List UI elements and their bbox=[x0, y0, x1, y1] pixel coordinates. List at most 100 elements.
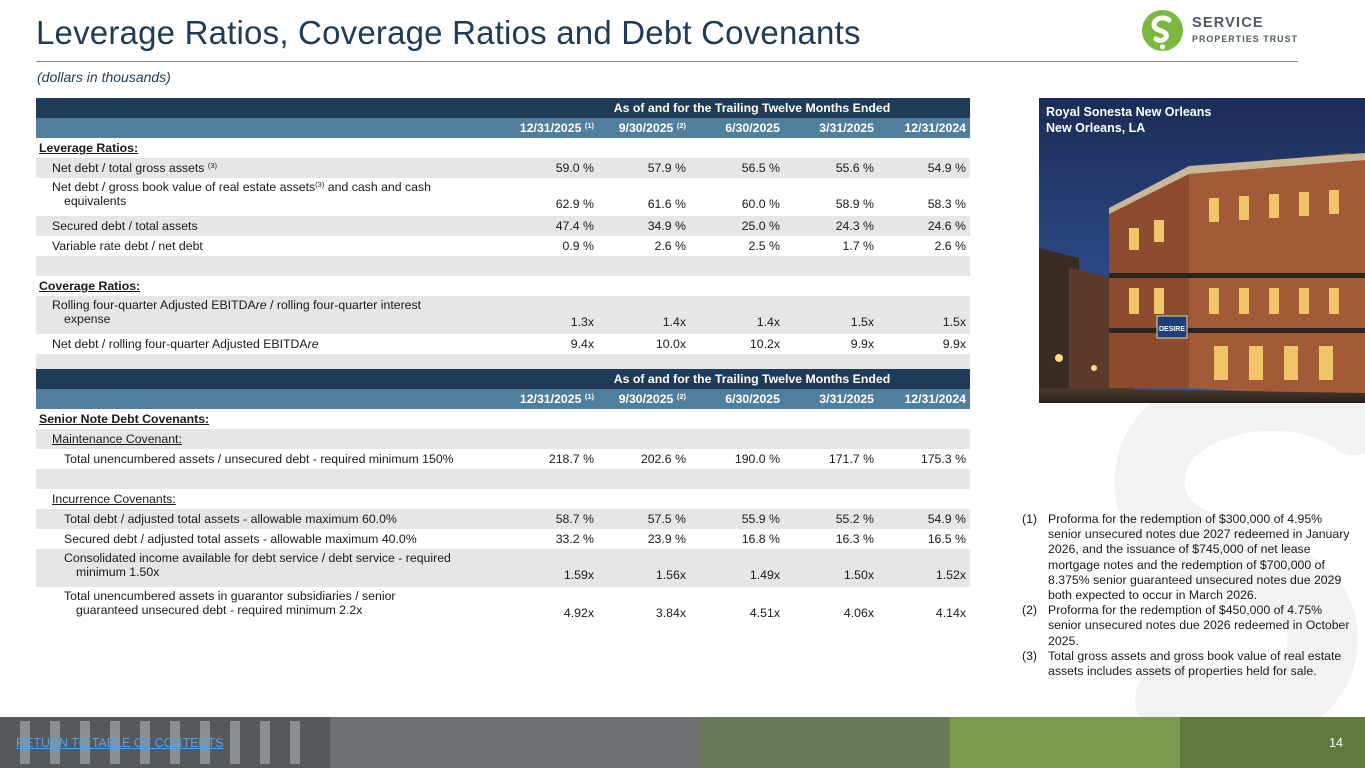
leverage-coverage-table: As of and for the Trailing Twelve Months… bbox=[36, 98, 970, 374]
table-cell: 2.6 % bbox=[654, 239, 686, 253]
footnote: (1) Proforma for the redemption of $300,… bbox=[1022, 512, 1350, 603]
page-number: 14 bbox=[1329, 736, 1343, 750]
footnotes: (1) Proforma for the redemption of $300,… bbox=[1022, 512, 1352, 679]
table1-span-header: As of and for the Trailing Twelve Months… bbox=[36, 98, 970, 118]
title-divider bbox=[36, 61, 1298, 62]
table-cell: 54.9 % bbox=[927, 512, 966, 526]
table-cell: 4.06x bbox=[843, 606, 874, 620]
column-header: 12/31/2024 bbox=[904, 392, 966, 406]
section-heading: Senior Note Debt Covenants: bbox=[39, 412, 210, 426]
hotel-photo: DESIRE Royal Sonesta New Orleans New Orl… bbox=[1039, 98, 1365, 403]
row-label: Net debt / rolling four-quarter Adjusted… bbox=[52, 337, 319, 351]
row-label: Secured debt / total assets bbox=[52, 219, 198, 233]
table-row: Net debt / gross book value of real esta… bbox=[36, 178, 970, 216]
table-cell: 16.8 % bbox=[741, 532, 780, 546]
row-label: Total unencumbered assets / unsecured de… bbox=[64, 452, 454, 466]
table-cell: 56.5 % bbox=[741, 161, 780, 175]
table-cell: 57.9 % bbox=[647, 161, 686, 175]
table-cell: 175.3 % bbox=[920, 452, 966, 466]
table-cell: 0.9 % bbox=[562, 239, 594, 253]
row-label: Rolling four-quarter Adjusted EBITDAre /… bbox=[52, 298, 422, 326]
table-cell: 1.7 % bbox=[842, 239, 874, 253]
table-cell: 24.3 % bbox=[835, 219, 874, 233]
table-cell: 2.5 % bbox=[748, 239, 780, 253]
table-cell: 9.4x bbox=[570, 337, 594, 351]
table-cell: 25.0 % bbox=[741, 219, 780, 233]
column-header: 3/31/2025 bbox=[819, 121, 874, 135]
logo-s-icon bbox=[1142, 10, 1183, 51]
subsection-row: Maintenance Covenant: bbox=[36, 429, 970, 449]
row-label: Net debt / total gross assets (3) bbox=[52, 161, 218, 175]
table-cell: 9.9x bbox=[850, 337, 874, 351]
row-label: Total debt / adjusted total assets - all… bbox=[64, 512, 397, 526]
table-cell: 190.0 % bbox=[734, 452, 780, 466]
table-cell: 59.0 % bbox=[555, 161, 594, 175]
table-cell: 202.6 % bbox=[640, 452, 686, 466]
table-cell: 10.2x bbox=[749, 337, 780, 351]
table-cell: 55.6 % bbox=[835, 161, 874, 175]
spacer-row bbox=[36, 256, 970, 276]
footer-banner: RETURN TO TABLE OF CONTENTS 14 bbox=[0, 717, 1365, 768]
row-label: Variable rate debt / net debt bbox=[52, 239, 203, 253]
table-cell: 1.52x bbox=[935, 568, 966, 582]
column-header: 12/31/2024 bbox=[904, 121, 966, 135]
table-row: Consolidated income available for debt s… bbox=[36, 549, 970, 587]
column-header: 3/31/2025 bbox=[819, 392, 874, 406]
logo-text-service: SERVICE bbox=[1192, 15, 1264, 31]
section-heading-row: Coverage Ratios: bbox=[36, 276, 970, 296]
table-row: Total unencumbered assets / unsecured de… bbox=[36, 449, 970, 469]
company-logo: SERVICE PROPERTIES TRUST bbox=[1142, 10, 1302, 52]
logo-text-properties-trust: PROPERTIES TRUST bbox=[1192, 34, 1299, 44]
table-cell: 9.9x bbox=[942, 337, 966, 351]
row-label: Total unencumbered assets in guarantor s… bbox=[64, 589, 396, 617]
column-header: 6/30/2025 bbox=[725, 121, 780, 135]
table-row: Variable rate debt / net debt 0.9 % 2.6 … bbox=[36, 236, 970, 256]
section-heading: Coverage Ratios: bbox=[39, 279, 141, 293]
table1-column-headers: 12/31/2025 (1) 9/30/2025 (2) 6/30/2025 3… bbox=[36, 118, 970, 138]
row-label: Net debt / gross book value of real esta… bbox=[52, 180, 431, 208]
subsection-row: Incurrence Covenants: bbox=[36, 489, 970, 509]
caption-hotel-name: Royal Sonesta New Orleans bbox=[1046, 105, 1212, 119]
section-heading-row: Leverage Ratios: bbox=[36, 138, 970, 158]
table2-span-header: As of and for the Trailing Twelve Months… bbox=[36, 369, 970, 389]
table-cell: 1.5x bbox=[942, 315, 966, 329]
return-to-toc-link[interactable]: RETURN TO TABLE OF CONTENTS bbox=[16, 736, 224, 750]
table-cell: 1.59x bbox=[563, 568, 594, 582]
table-cell: 1.5x bbox=[850, 315, 874, 329]
table-row: Net debt / total gross assets (3) 59.0 %… bbox=[36, 158, 970, 178]
table-cell: 58.3 % bbox=[927, 197, 966, 211]
table-cell: 62.9 % bbox=[555, 197, 594, 211]
table-cell: 4.14x bbox=[935, 606, 966, 620]
table-cell: 61.6 % bbox=[647, 197, 686, 211]
table-cell: 3.84x bbox=[655, 606, 686, 620]
table-cell: 2.6 % bbox=[934, 239, 966, 253]
table-cell: 4.92x bbox=[563, 606, 594, 620]
table-cell: 218.7 % bbox=[548, 452, 594, 466]
photo-caption: Royal Sonesta New Orleans New Orleans, L… bbox=[1046, 104, 1211, 136]
subsection-heading: Maintenance Covenant: bbox=[52, 432, 182, 446]
column-header: 9/30/2025 (2) bbox=[618, 392, 686, 406]
table-row: Secured debt / adjusted total assets - a… bbox=[36, 529, 970, 549]
page-subtitle: (dollars in thousands) bbox=[37, 69, 171, 85]
desire-sign: DESIRE bbox=[1159, 326, 1185, 333]
table-cell: 54.9 % bbox=[927, 161, 966, 175]
column-header: 9/30/2025 (2) bbox=[618, 121, 686, 135]
table-cell: 16.5 % bbox=[927, 532, 966, 546]
spacer-row bbox=[36, 469, 970, 489]
table-cell: 171.7 % bbox=[828, 452, 874, 466]
table-cell: 57.5 % bbox=[647, 512, 686, 526]
table-cell: 23.9 % bbox=[647, 532, 686, 546]
table-row: Total debt / adjusted total assets - all… bbox=[36, 509, 970, 529]
table-cell: 33.2 % bbox=[555, 532, 594, 546]
table-cell: 55.9 % bbox=[741, 512, 780, 526]
table-cell: 34.9 % bbox=[647, 219, 686, 233]
table-row: Secured debt / total assets 47.4 % 34.9 … bbox=[36, 216, 970, 236]
table-cell: 58.9 % bbox=[835, 197, 874, 211]
page-title: Leverage Ratios, Coverage Ratios and Deb… bbox=[36, 14, 861, 51]
row-label: Secured debt / adjusted total assets - a… bbox=[64, 532, 417, 546]
table-row: Net debt / rolling four-quarter Adjusted… bbox=[36, 334, 970, 354]
caption-location: New Orleans, LA bbox=[1046, 121, 1146, 135]
table-cell: 1.4x bbox=[662, 315, 686, 329]
row-label: Consolidated income available for debt s… bbox=[64, 551, 451, 579]
table-cell: 1.56x bbox=[655, 568, 686, 582]
